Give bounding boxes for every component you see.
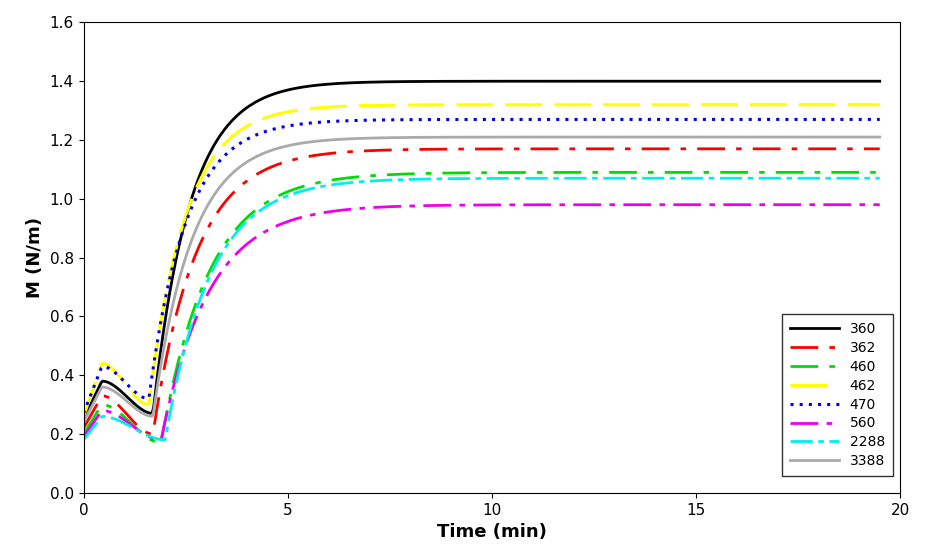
362: [78, 424, 89, 431]
470: [873, 116, 884, 123]
X-axis label: Time (min): Time (min): [437, 523, 546, 541]
Line: 470: 470: [83, 119, 879, 413]
460: [457, 170, 468, 176]
460: [856, 169, 867, 176]
460: [462, 170, 473, 176]
360: [508, 78, 519, 85]
462: [854, 101, 865, 108]
560: [78, 433, 89, 440]
470: [508, 116, 519, 123]
2288: [508, 175, 519, 181]
2288: [552, 175, 563, 181]
Line: 360: 360: [83, 81, 879, 419]
Y-axis label: M (N/m): M (N/m): [26, 217, 44, 298]
360: [461, 78, 472, 85]
Legend: 360, 362, 460, 462, 470, 560, 2288, 3388: 360, 362, 460, 462, 470, 560, 2288, 3388: [781, 314, 893, 477]
462: [78, 413, 89, 420]
470: [854, 116, 865, 123]
362: [146, 431, 158, 437]
Line: 560: 560: [83, 205, 879, 440]
Line: 362: 362: [83, 149, 879, 434]
560: [731, 202, 743, 208]
460: [78, 431, 89, 437]
2288: [461, 175, 472, 182]
3388: [456, 134, 467, 141]
470: [456, 116, 467, 123]
460: [552, 169, 564, 176]
462: [730, 101, 741, 108]
2288: [873, 175, 884, 181]
360: [730, 78, 741, 85]
3388: [552, 134, 563, 141]
362: [510, 146, 521, 152]
362: [873, 146, 884, 152]
Line: 2288: 2288: [83, 178, 879, 440]
Line: 462: 462: [83, 105, 879, 417]
560: [552, 202, 564, 208]
362: [462, 146, 473, 152]
3388: [508, 134, 519, 141]
462: [461, 101, 472, 108]
2288: [854, 175, 865, 181]
362: [731, 146, 743, 152]
460: [873, 169, 884, 176]
462: [456, 101, 467, 108]
462: [552, 101, 563, 108]
362: [457, 146, 468, 152]
470: [78, 410, 89, 417]
462: [873, 101, 884, 108]
560: [510, 202, 521, 208]
2288: [456, 175, 467, 182]
560: [462, 202, 473, 208]
462: [508, 101, 519, 108]
3388: [730, 134, 741, 141]
3388: [78, 419, 89, 426]
470: [552, 116, 563, 123]
470: [730, 116, 741, 123]
360: [552, 78, 563, 85]
560: [873, 202, 884, 208]
560: [856, 202, 867, 208]
360: [456, 78, 467, 85]
362: [552, 146, 564, 152]
460: [155, 440, 166, 446]
360: [78, 416, 89, 423]
2288: [78, 437, 89, 444]
Line: 460: 460: [83, 172, 879, 443]
460: [510, 169, 521, 176]
3388: [873, 134, 884, 141]
2288: [730, 175, 741, 181]
3388: [461, 134, 472, 141]
360: [873, 78, 884, 85]
460: [731, 169, 743, 176]
470: [461, 116, 472, 123]
Line: 3388: 3388: [83, 137, 879, 422]
3388: [854, 134, 865, 141]
560: [457, 202, 468, 208]
362: [856, 146, 867, 152]
560: [155, 436, 166, 443]
360: [854, 78, 865, 85]
